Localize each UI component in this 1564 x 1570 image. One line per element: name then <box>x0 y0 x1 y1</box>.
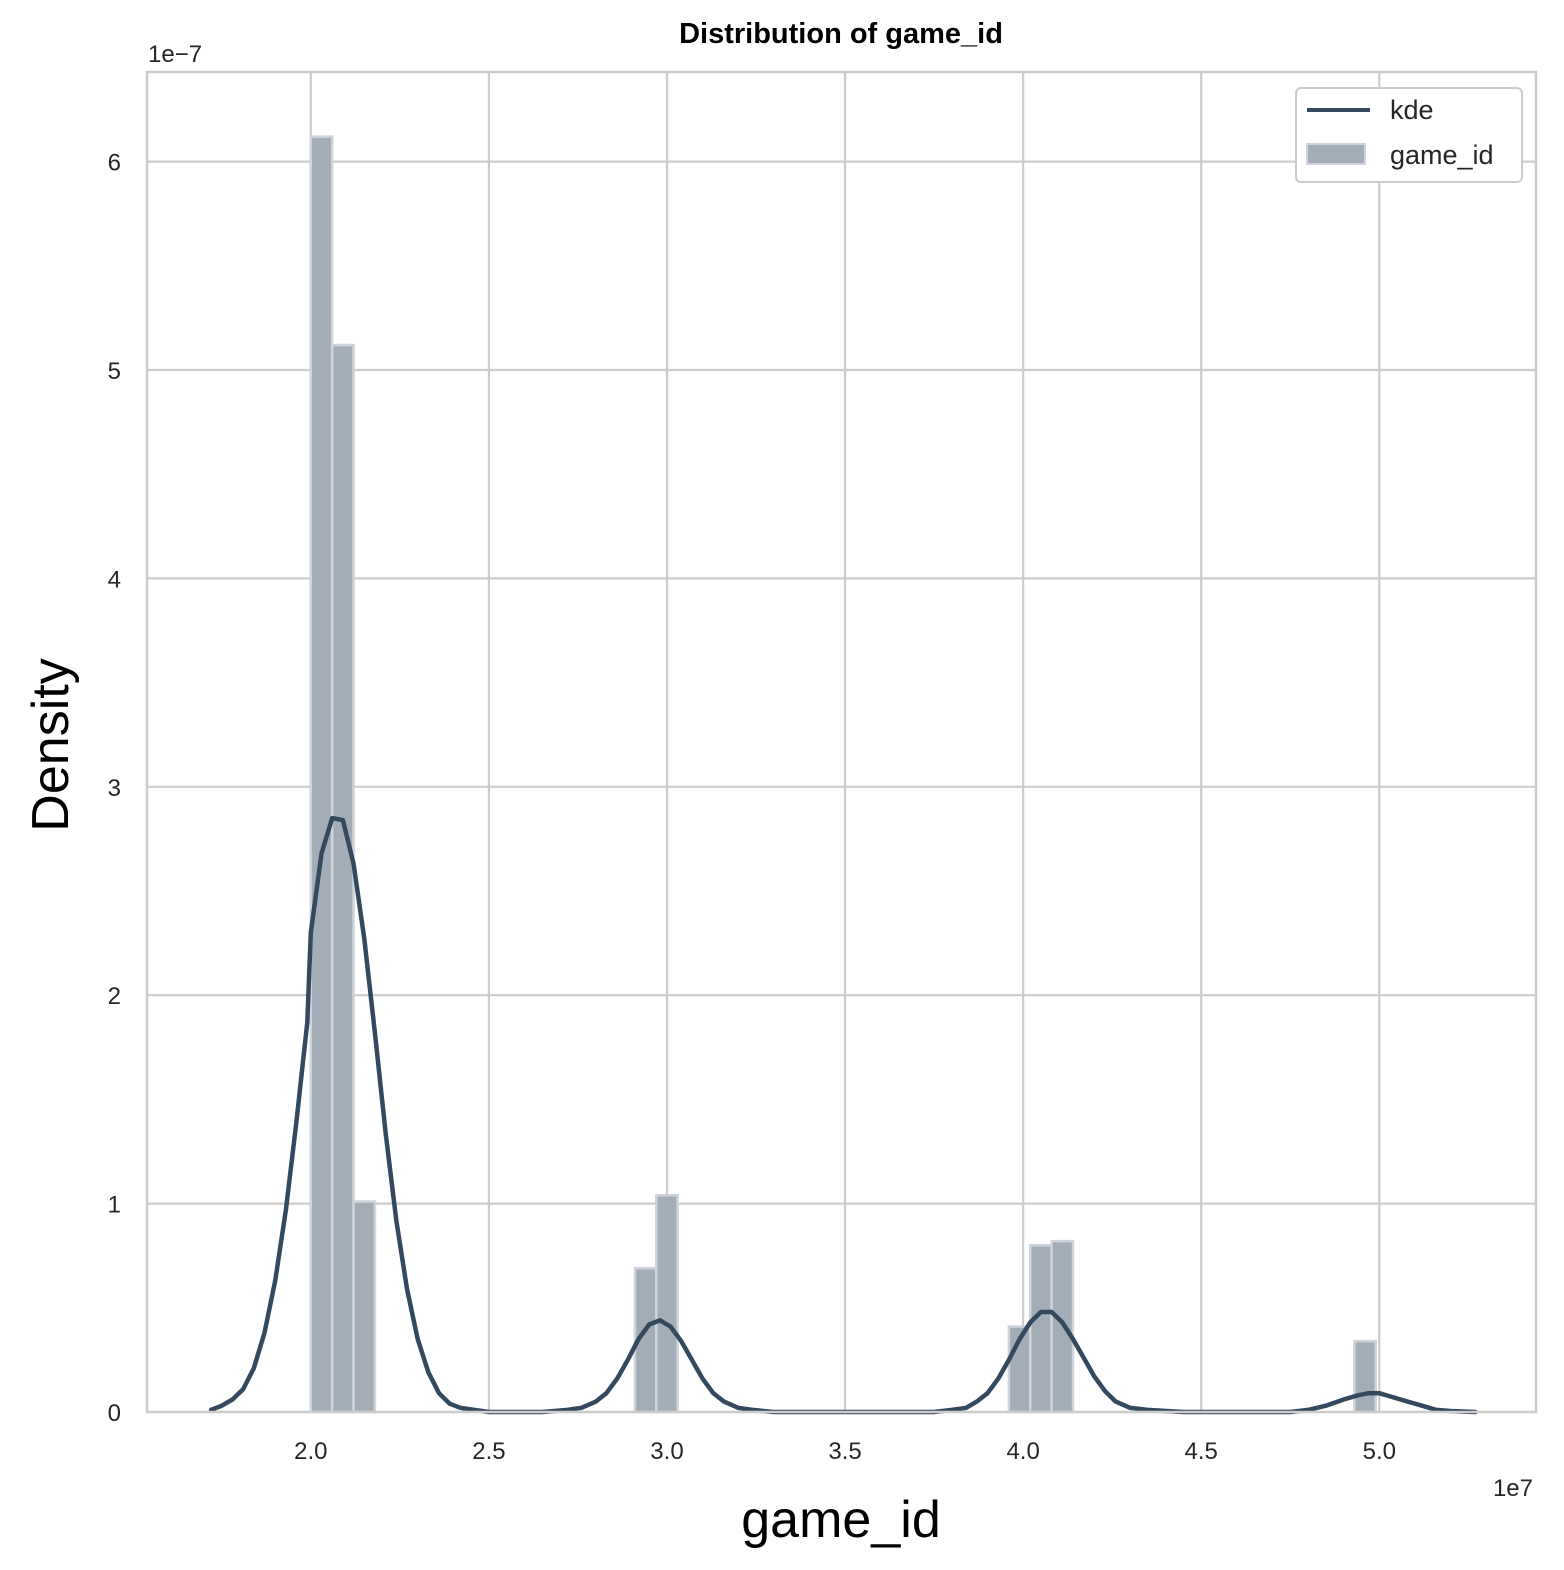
x-tick-label: 2.5 <box>472 1438 505 1465</box>
x-tick-label: 5.0 <box>1363 1438 1396 1465</box>
histogram-bar <box>1029 1244 1053 1414</box>
plot-frame <box>145 70 1538 1414</box>
x-tick-label: 3.0 <box>650 1438 683 1465</box>
legend-histogram-label: game_id <box>1390 140 1494 170</box>
x-axis-label: game_id <box>741 1491 940 1549</box>
y-axis-label: Density <box>22 658 80 831</box>
y-tick-label: 4 <box>108 566 121 593</box>
histogram-bar <box>330 343 355 1414</box>
chart-title: Distribution of game_id <box>679 18 1003 50</box>
histogram-bar <box>309 135 334 1414</box>
histogram-bar <box>1353 1339 1377 1414</box>
y-tick-label: 3 <box>108 775 121 802</box>
x-tick-label: 4.0 <box>1006 1438 1039 1465</box>
y-tick-label: 0 <box>108 1400 121 1427</box>
y-tick-label: 5 <box>108 358 121 385</box>
x-tick-label: 4.5 <box>1185 1438 1218 1465</box>
x-tick-labels: 2.0 2.5 3.0 3.5 4.0 4.5 5.0 <box>294 1438 1396 1465</box>
y-tick-label: 1 <box>108 1192 121 1219</box>
x-tick-label: 3.5 <box>828 1438 861 1465</box>
y-tick-label: 6 <box>108 150 121 177</box>
legend-histogram-swatch <box>1306 143 1366 165</box>
legend-kde-label: kde <box>1390 95 1434 125</box>
histogram-bar <box>352 1200 377 1414</box>
x-tick-label: 2.0 <box>294 1438 327 1465</box>
y-axis-multiplier: 1e−7 <box>148 41 202 68</box>
x-axis-multiplier: 1e7 <box>1493 1475 1533 1502</box>
histogram-bar <box>655 1194 679 1414</box>
y-tick-label: 2 <box>108 983 121 1010</box>
legend: kde game_id <box>1295 87 1523 183</box>
y-tick-labels: 0 1 2 3 4 5 6 <box>108 150 121 1427</box>
